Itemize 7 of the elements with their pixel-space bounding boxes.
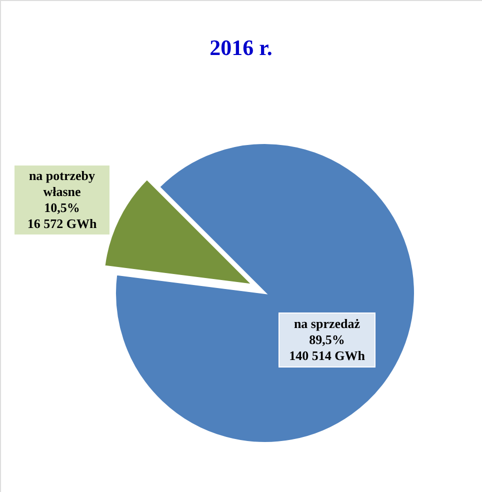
slice-label: na potrzeby własne xyxy=(28,168,96,199)
text: 140 514 GWh xyxy=(289,348,366,363)
data-label: 10,5% xyxy=(44,200,80,215)
data-label: 89,5% xyxy=(309,332,345,347)
text: 16 572 GWh xyxy=(27,216,98,231)
slice-label: na sprzedaż xyxy=(294,316,360,331)
chart-title: 2016 r. xyxy=(210,35,272,60)
